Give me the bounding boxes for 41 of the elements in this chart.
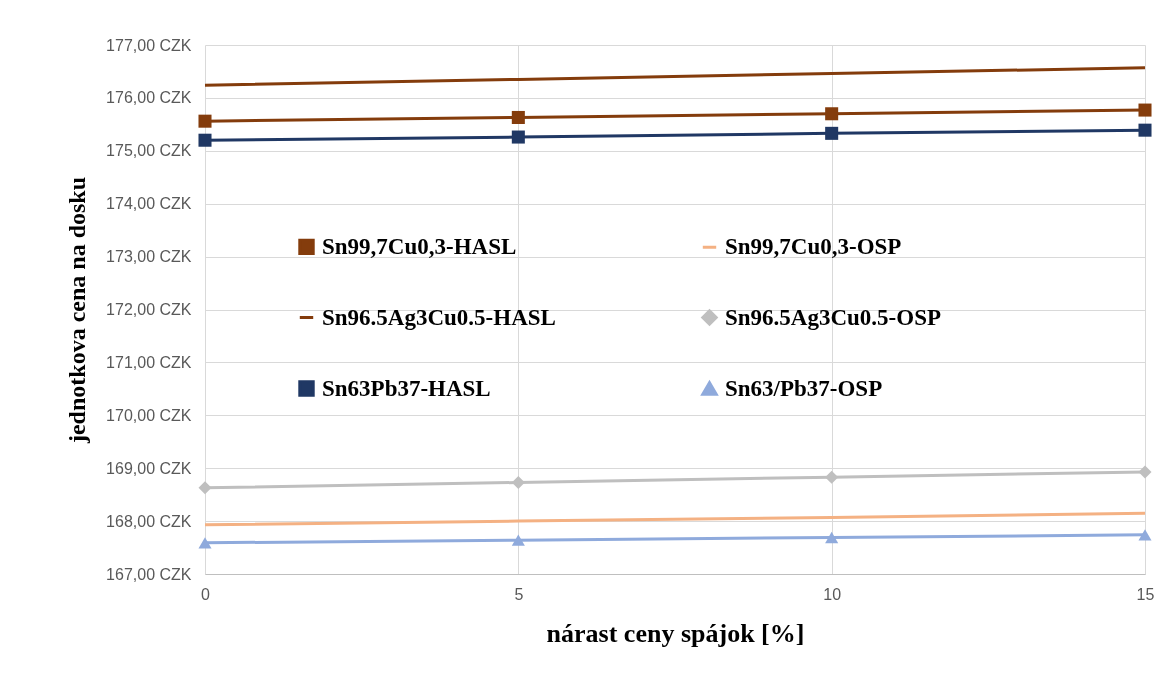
- point: [511, 534, 525, 546]
- point: [825, 531, 839, 544]
- point: [1138, 103, 1152, 117]
- point: [511, 110, 525, 124]
- x-tick-label: 15: [1136, 585, 1155, 603]
- point: [1138, 529, 1152, 541]
- line-series: [203, 66, 1147, 87]
- point: [825, 107, 839, 121]
- point: [511, 130, 525, 144]
- point: [1138, 123, 1152, 137]
- y-tick-label: 174,00 CZK: [106, 195, 192, 213]
- y-tick-label: 175,00 CZK: [106, 142, 192, 160]
- point: [1138, 465, 1152, 479]
- y-tick-label: 176,00 CZK: [106, 89, 192, 107]
- y-tick-label: 167,00 CZK: [106, 565, 192, 583]
- legend-label: Sn96.5Ag3Cu0.5-OSP: [725, 304, 941, 330]
- legend-label: Sn99,7Cu0,3-OSP: [725, 234, 902, 260]
- x-tick-label: 5: [514, 585, 524, 603]
- y-tick-label: 169,00 CZK: [106, 459, 192, 477]
- point: [825, 470, 839, 484]
- y-tick-label: 170,00 CZK: [106, 406, 192, 424]
- legend-label: Sn63Pb37-HASL: [322, 375, 491, 401]
- y-tick-label: 173,00 CZK: [106, 248, 192, 266]
- y-tick-label: 177,00 CZK: [106, 36, 192, 54]
- legend-label: Sn99,7Cu0,3-HASL: [322, 233, 517, 259]
- legend-label: Sn63/Pb37-OSP: [725, 375, 883, 401]
- point: [825, 126, 839, 140]
- line-series: [203, 511, 1147, 527]
- legend-label: Sn96.5Ag3Cu0.5-HASL: [322, 304, 556, 330]
- point: [198, 481, 212, 495]
- point: [511, 475, 525, 489]
- point: [198, 114, 212, 128]
- point: [198, 133, 212, 147]
- y-tick-label: 171,00 CZK: [106, 353, 192, 371]
- x-axis-title: nárast ceny spájok [%]: [546, 618, 805, 648]
- y-tick-label: 168,00 CZK: [106, 512, 192, 530]
- point: [198, 537, 212, 549]
- y-tick-label: 172,00 CZK: [106, 301, 192, 318]
- y-axis-title: jednotkova cena na dosku: [64, 176, 91, 445]
- x-tick-label: 0: [201, 585, 211, 603]
- x-tick-label: 10: [823, 585, 842, 603]
